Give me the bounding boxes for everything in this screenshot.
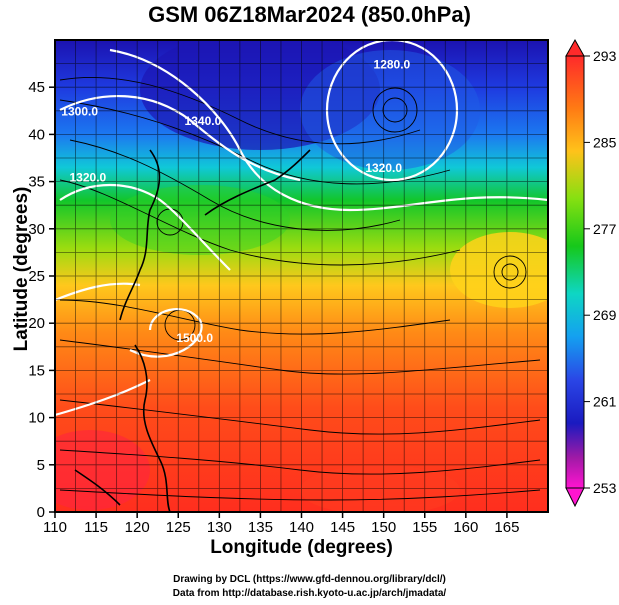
y-tick-label: 40 [28,126,45,143]
y-tick-label: 35 [28,174,45,191]
x-tick-label: 145 [330,519,355,536]
y-axis-label: Latitude (degrees) [11,186,32,352]
y-tick-label: 30 [28,221,45,238]
y-tick-label: 10 [28,410,45,427]
coastlines [74,149,311,512]
temperature-field [55,40,548,512]
y-tick-label: 5 [37,457,45,474]
x-tick-label: 135 [248,519,273,536]
x-tick-label: 165 [494,519,519,536]
x-tick-label: 155 [412,519,437,536]
y-tick-label: 0 [37,504,45,521]
x-tick-label: 150 [371,519,396,536]
contour-labels: 1280.0 1320.0 1340.0 1320.0 1500.0 1300.0 [61,57,410,345]
colorbar-tick-label: 269 [593,307,617,323]
x-tick-label: 110 [43,519,67,536]
contour-label: 1300.0 [61,105,98,119]
figure-title: GSM 06Z18Mar2024 (850.0hPa) [148,2,471,27]
x-tick-label: 125 [166,519,191,536]
credit-drawing: Drawing by DCL (https://www.gfd-dennou.o… [173,574,446,585]
colorbar-ticks: 293 285 277 269 261 253 [584,48,617,496]
x-tick-label: 115 [84,519,108,536]
colorbar-bottom-arrow [565,487,585,508]
grid-lines [55,40,548,512]
colorbar-tick-label: 293 [593,48,617,64]
colorbar-top-arrow [565,38,585,57]
contour-label: 1320.0 [365,161,402,175]
x-axis-label: Longitude (degrees) [210,537,393,558]
colorbar-tick-label: 285 [593,134,617,150]
contour-label: 1320.0 [70,171,107,185]
y-tick-label: 15 [28,362,45,379]
credit-data: Data from http://database.rish.kyoto-u.a… [172,588,447,599]
colorbar-body [565,55,585,489]
y-tick-label: 45 [28,79,45,96]
colorbar: 293 285 277 269 261 253 [565,38,617,508]
colorbar-tick-label: 253 [593,480,617,496]
colorbar-tick-label: 277 [593,221,617,237]
contour-label: 1500.0 [176,331,213,345]
y-tick-label: 20 [28,315,45,332]
x-tick-label: 120 [125,519,150,536]
contour-label: 1280.0 [374,57,411,71]
y-tick-label: 25 [28,268,45,285]
axis-ticks: 110 115 120 125 130 135 140 145 150 155 160 165 0 5 10… [28,79,519,536]
contour-label: 1340.0 [185,114,222,128]
x-tick-label: 160 [453,519,478,536]
x-tick-label: 140 [289,519,314,536]
colorbar-tick-label: 261 [593,394,617,410]
x-tick-label: 130 [207,519,232,536]
